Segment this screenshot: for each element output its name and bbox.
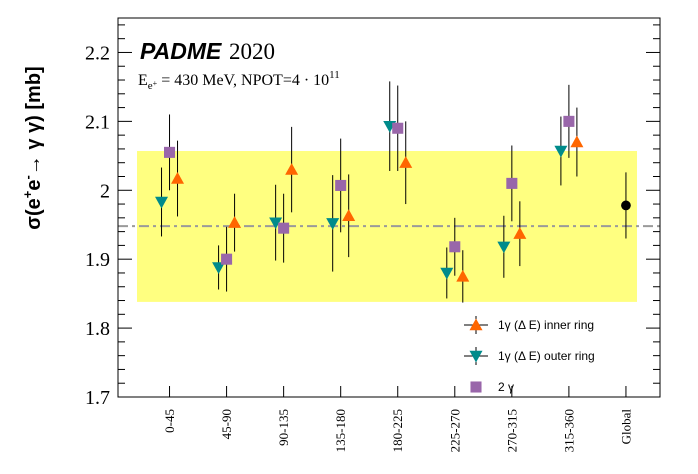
y-tick-label: 1.7 <box>85 387 110 409</box>
legend-label: 1γ (Δ E) inner ring <box>498 318 594 332</box>
y-tick-label: 2 <box>100 180 110 202</box>
x-tick-label: 45-90 <box>219 409 234 439</box>
legend-marker <box>469 318 483 331</box>
title-brand: PADME <box>140 38 222 64</box>
data-point <box>269 217 283 230</box>
series-3 <box>621 172 631 239</box>
x-tick-label: 270-315 <box>504 409 519 452</box>
legend-entry: 2 γ <box>470 380 514 394</box>
data-point <box>164 146 176 158</box>
x-tick-label: 0-45 <box>162 409 177 433</box>
data-points <box>155 81 631 303</box>
data-point <box>449 241 461 253</box>
legend-marker <box>469 350 483 363</box>
data-point <box>392 122 404 134</box>
x-tick-label: Global <box>618 409 633 445</box>
legend-marker <box>470 381 482 393</box>
chart-subtitle: Ee+ = 430 MeV, NPOT=4 · 1011 <box>138 69 340 92</box>
data-point <box>554 145 568 158</box>
data-point <box>326 218 340 230</box>
data-point <box>513 227 527 239</box>
data-point <box>212 262 226 274</box>
series-1 <box>155 81 568 299</box>
series-0 <box>171 107 584 303</box>
data-point <box>278 222 290 234</box>
data-point <box>335 179 347 191</box>
data-point <box>399 156 413 168</box>
data-point <box>285 163 299 175</box>
y-tick-label: 2.1 <box>85 111 110 133</box>
plot-frame <box>117 17 661 398</box>
y-tick-label: 1.8 <box>85 318 110 340</box>
data-point <box>221 253 233 265</box>
legend-entry: 1γ (Δ E) inner ring <box>464 316 594 334</box>
data-point <box>342 209 356 221</box>
data-point <box>171 172 185 184</box>
data-point <box>563 115 575 127</box>
x-tick-label: 225-270 <box>447 409 462 452</box>
x-tick-label: 315-360 <box>561 409 576 452</box>
x-tick-label: 90-135 <box>276 409 291 446</box>
data-point <box>440 267 454 280</box>
legend-label: 2 γ <box>498 380 514 394</box>
data-point <box>570 135 584 148</box>
x-tick-label: 135-180 <box>333 409 348 452</box>
frame-rect <box>117 17 661 398</box>
data-point <box>506 177 518 189</box>
data-point <box>456 269 470 282</box>
y-tick-label: 2.2 <box>85 42 110 64</box>
legend-entry: 1γ (Δ E) outer ring <box>464 347 595 365</box>
y-tick-label: 1.9 <box>85 249 110 271</box>
legend-label: 1γ (Δ E) outer ring <box>498 349 595 363</box>
y-axis-label: σ(e+e-→ γ γ) [mb] <box>20 66 45 229</box>
data-point <box>228 216 242 228</box>
chart-title: PADME 2020 Ee+ = 430 MeV, NPOT=4 · 1011 <box>138 38 340 92</box>
legend: 1γ (Δ E) inner ring 1γ (Δ E) outer ring 2 … <box>464 316 595 394</box>
title-year: 2020 <box>229 39 275 64</box>
data-point <box>497 241 511 254</box>
data-point <box>621 200 631 211</box>
data-point <box>155 196 169 209</box>
series-2 <box>164 84 575 292</box>
x-tick-label: 180-225 <box>390 409 405 452</box>
axes: 1.7 1.8 1.9 2 2.1 2.2 0-45 45-90 90-135 135-180 18… <box>85 24 660 452</box>
